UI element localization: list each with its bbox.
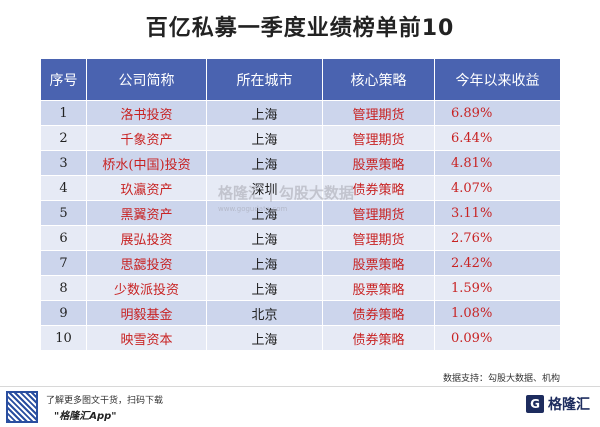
cell-rank: 8 [40, 275, 87, 301]
cell-return: 1.08% [434, 300, 561, 326]
table-row: 9 明毅基金 北京 债券策略 1.08% [40, 300, 561, 326]
brand-name: 格隆汇 [548, 397, 590, 413]
cell-company: 映雪资本 [86, 325, 207, 351]
table-row: 2 千象资产 上海 管理期货 6.44% [40, 125, 561, 151]
watermark: 格隆汇 | 勾股大数据 www.gogudata.com [218, 182, 354, 213]
cell-city: 上海 [206, 150, 323, 176]
cell-return: 0.09% [434, 325, 561, 351]
table-row: 6 展弘投资 上海 管理期货 2.76% [40, 225, 561, 251]
table-row: 4 玖瀛资产 深圳 债券策略 4.07% [40, 175, 561, 201]
cell-rank: 10 [40, 325, 87, 351]
cell-return: 4.81% [434, 150, 561, 176]
cell-strategy: 管理期货 [322, 100, 435, 126]
cell-company: 黑翼资产 [86, 200, 207, 226]
cell-strategy: 债券策略 [322, 325, 435, 351]
source-note: 数据支持：勾股大数据、机构 [442, 374, 560, 384]
table-row: 8 少数派投资 上海 股票策略 1.59% [40, 275, 561, 301]
cell-company: 千象资产 [86, 125, 207, 151]
cell-rank: 2 [40, 125, 87, 151]
cell-strategy: 股票策略 [322, 150, 435, 176]
watermark-text: 格隆汇 | 勾股大数据 [218, 184, 354, 202]
table-row: 10 映雪资本 上海 债券策略 0.09% [40, 325, 561, 351]
cell-strategy: 股票策略 [322, 250, 435, 276]
cell-city: 上海 [206, 200, 323, 226]
page-title: 百亿私募一季度业绩榜单前10 [145, 16, 455, 41]
cell-rank: 3 [40, 150, 87, 176]
table-row: 7 思勰投资 上海 股票策略 2.42% [40, 250, 561, 276]
brand-icon: G [526, 395, 544, 413]
cell-city: 北京 [206, 300, 323, 326]
cell-return: 2.76% [434, 225, 561, 251]
cell-return: 6.89% [434, 100, 561, 126]
header-company: 公司简称 [86, 58, 207, 101]
table-header-row: 序号 公司简称 所在城市 核心策略 今年以来收益 [40, 58, 561, 101]
cell-return: 4.07% [434, 175, 561, 201]
cell-city: 上海 [206, 125, 323, 151]
brand-logo: G 格隆汇 [526, 394, 590, 414]
cell-city: 上海 [206, 100, 323, 126]
cell-rank: 9 [40, 300, 87, 326]
footer-app-name: "格隆汇App" [54, 411, 117, 422]
cell-rank: 7 [40, 250, 87, 276]
cell-city: 上海 [206, 275, 323, 301]
cell-strategy: 债券策略 [322, 300, 435, 326]
cell-city: 上海 [206, 225, 323, 251]
cell-company: 洛书投资 [86, 100, 207, 126]
cell-company: 明毅基金 [86, 300, 207, 326]
header-city: 所在城市 [206, 58, 323, 101]
watermark-url: www.gogudata.com [218, 205, 288, 213]
cell-rank: 5 [40, 200, 87, 226]
footer-download-text: 了解更多图文干货，扫码下载 [46, 396, 164, 406]
cell-return: 2.42% [434, 250, 561, 276]
cell-strategy: 管理期货 [322, 125, 435, 151]
cell-return: 3.11% [434, 200, 561, 226]
qr-code-icon[interactable] [6, 391, 38, 423]
cell-city: 上海 [206, 325, 323, 351]
cell-strategy: 管理期货 [322, 225, 435, 251]
cell-strategy: 管理期货 [322, 200, 435, 226]
cell-company: 展弘投资 [86, 225, 207, 251]
cell-strategy: 股票策略 [322, 275, 435, 301]
cell-company: 桥水(中国)投资 [86, 150, 207, 176]
cell-company: 思勰投资 [86, 250, 207, 276]
table-row: 5 黑翼资产 上海 管理期货 3.11% [40, 200, 561, 226]
table-body: 1 洛书投资 上海 管理期货 6.89% 2 千象资产 上海 管理期货 6.44% 3 桥水(中国)投… [40, 100, 561, 351]
table-row: 1 洛书投资 上海 管理期货 6.89% [40, 100, 561, 126]
cell-return: 1.59% [434, 275, 561, 301]
cell-rank: 1 [40, 100, 87, 126]
cell-city: 深圳 [206, 175, 323, 201]
cell-rank: 6 [40, 225, 87, 251]
header-rank: 序号 [40, 58, 87, 101]
footer-divider [0, 386, 600, 387]
cell-company: 玖瀛资产 [86, 175, 207, 201]
header-strategy: 核心策略 [322, 58, 435, 101]
table-row: 3 桥水(中国)投资 上海 股票策略 4.81% [40, 150, 561, 176]
cell-return: 6.44% [434, 125, 561, 151]
header-return: 今年以来收益 [434, 58, 561, 101]
cell-company: 少数派投资 [86, 275, 207, 301]
ranking-table: 序号 公司简称 所在城市 核心策略 今年以来收益 1 洛书投资 上海 管理期货 6.89… [40, 58, 561, 351]
cell-city: 上海 [206, 250, 323, 276]
cell-rank: 4 [40, 175, 87, 201]
